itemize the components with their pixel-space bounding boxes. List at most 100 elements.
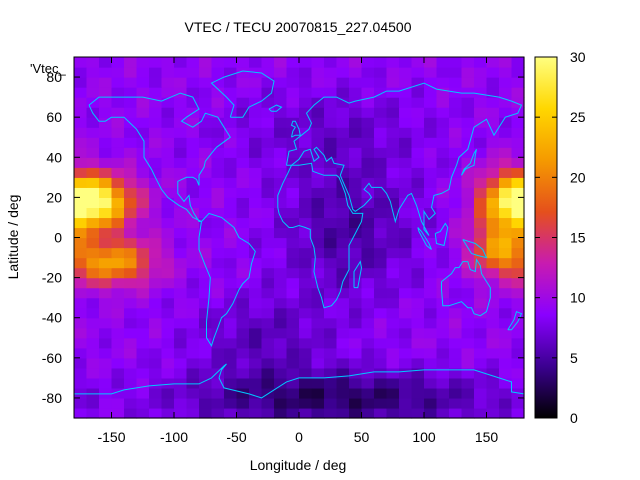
heatmap-cell [286, 227, 300, 239]
heatmap-cell [211, 117, 225, 128]
heatmap-cell [161, 197, 175, 209]
heatmap-cell [249, 197, 263, 209]
heatmap-cell [386, 147, 400, 158]
heatmap-cell [499, 177, 513, 188]
heatmap-cell [236, 357, 250, 369]
heatmap-cell [436, 77, 450, 88]
heatmap-cell [349, 337, 363, 349]
heatmap-cell [424, 257, 438, 269]
heatmap-cell [499, 227, 513, 239]
heatmap-cell [474, 187, 488, 198]
heatmap-cell [461, 127, 475, 138]
heatmap-cell [186, 177, 200, 188]
heatmap-cell [86, 57, 100, 68]
heatmap-cell [186, 137, 200, 148]
heatmap-cell [111, 167, 125, 178]
heatmap-cell [499, 387, 513, 399]
heatmap-cell [486, 317, 500, 329]
x-tick-label: 150 [475, 429, 499, 445]
heatmap-cell [174, 357, 188, 369]
heatmap-cell [299, 347, 313, 359]
heatmap-cell [224, 157, 238, 168]
heatmap-cell [261, 77, 275, 88]
heatmap-cell [474, 147, 488, 158]
heatmap-cell [99, 97, 113, 108]
heatmap-cell [436, 137, 450, 148]
heatmap-cell [249, 127, 263, 138]
heatmap-cell [299, 377, 313, 389]
heatmap-cell [236, 327, 250, 339]
heatmap-cell [249, 257, 263, 269]
heatmap-cell [261, 267, 275, 279]
heatmap-cell [399, 117, 413, 128]
heatmap-cell [324, 327, 338, 339]
heatmap-cell [249, 337, 263, 349]
heatmap-cell [474, 177, 488, 188]
heatmap-cell [486, 237, 500, 249]
heatmap-cell [399, 377, 413, 389]
heatmap-cell [499, 307, 513, 319]
heatmap-cell [399, 287, 413, 299]
heatmap-cell [436, 377, 450, 389]
heatmap-cell [186, 397, 200, 409]
heatmap-cell [274, 217, 288, 229]
heatmap-cell [161, 327, 175, 339]
heatmap-cell [474, 277, 488, 289]
heatmap-cell [449, 407, 463, 419]
heatmap-cell [361, 207, 375, 219]
heatmap-cell [374, 67, 388, 78]
heatmap-cell [474, 137, 488, 148]
heatmap-cell [174, 247, 188, 259]
heatmap-cell [86, 67, 100, 78]
heatmap-cell [186, 227, 200, 239]
heatmap-cell [86, 197, 100, 209]
heatmap-cell [399, 217, 413, 229]
heatmap-cell [149, 247, 163, 259]
heatmap-cell [311, 207, 325, 219]
heatmap-cell [111, 227, 125, 239]
heatmap-cell [286, 327, 300, 339]
heatmap-cell [174, 327, 188, 339]
heatmap-cell [86, 87, 100, 98]
heatmap-cell [261, 167, 275, 178]
heatmap-cell [424, 297, 438, 309]
heatmap-cell [424, 267, 438, 279]
heatmap-cell [336, 97, 350, 108]
heatmap-cell [99, 407, 113, 419]
heatmap-cell [161, 267, 175, 279]
heatmap-cell [236, 297, 250, 309]
heatmap-cell [324, 347, 338, 359]
heatmap-cell [199, 397, 213, 409]
heatmap-cell [424, 307, 438, 319]
heatmap-cell [236, 267, 250, 279]
heatmap-cell [299, 307, 313, 319]
heatmap-cell [361, 57, 375, 68]
heatmap-cell [161, 187, 175, 198]
heatmap-cell [486, 247, 500, 259]
heatmap-cell [499, 207, 513, 219]
heatmap-cell [111, 237, 125, 249]
heatmap-cell [461, 87, 475, 98]
heatmap-cell [124, 287, 138, 299]
heatmap-cell [386, 67, 400, 78]
heatmap-cell [474, 397, 488, 409]
heatmap-cell [261, 297, 275, 309]
heatmap-cell [361, 227, 375, 239]
heatmap-cell [311, 277, 325, 289]
heatmap-cell [99, 67, 113, 78]
coastline [434, 222, 449, 247]
heatmap-cell [74, 387, 88, 399]
heatmap-cell [199, 97, 213, 108]
heatmap-cell [86, 367, 100, 379]
heatmap-cell [336, 397, 350, 409]
heatmap-cell [411, 287, 425, 299]
heatmap-cell [74, 57, 88, 68]
heatmap-cell [249, 237, 263, 249]
heatmap-cell [124, 377, 138, 389]
heatmap-cell [361, 177, 375, 188]
heatmap-cell [274, 317, 288, 329]
heatmap-cell [361, 407, 375, 419]
heatmap-cell [74, 167, 88, 178]
heatmap-cell [111, 57, 125, 68]
heatmap-cell [424, 197, 438, 209]
